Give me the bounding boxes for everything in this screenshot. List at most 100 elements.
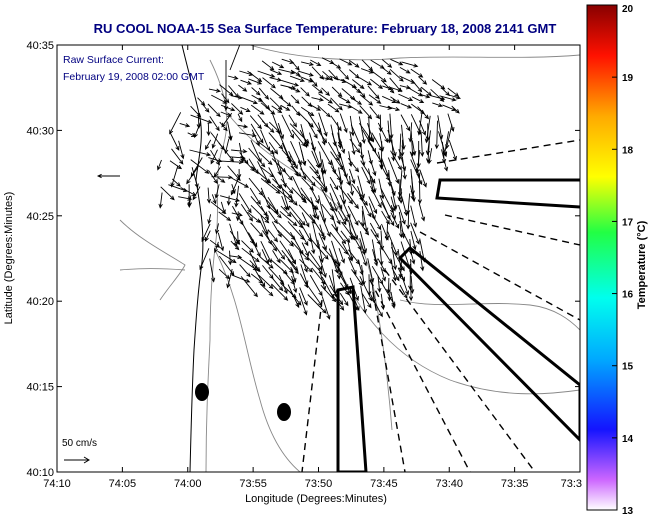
current-vector: [219, 195, 241, 202]
current-vector: [418, 76, 428, 85]
current-vector: [231, 177, 250, 188]
current-vector: [400, 273, 410, 296]
current-vector: [193, 121, 202, 139]
current-vector: [307, 122, 318, 139]
current-vector: [340, 230, 351, 244]
current-vector: [398, 204, 406, 225]
current-vector: [434, 120, 439, 150]
current-vector: [220, 104, 236, 112]
current-vector: [241, 96, 258, 105]
current-vector: [206, 122, 211, 137]
current-vector: [330, 159, 337, 175]
current-vector: [221, 112, 233, 128]
current-vector: [359, 247, 368, 267]
current-vector: [192, 186, 201, 201]
current-vector: [337, 202, 348, 223]
current-vector: [415, 149, 421, 174]
current-vector: [431, 79, 446, 90]
current-vector: [368, 196, 378, 215]
current-vector: [408, 266, 413, 291]
current-vector: [390, 291, 396, 309]
current-vector: [361, 210, 366, 228]
current-vector: [417, 106, 430, 120]
current-vector: [359, 238, 366, 256]
current-vector: [250, 104, 265, 115]
current-vector: [357, 88, 366, 98]
current-vector: [201, 223, 211, 243]
current-vector: [371, 284, 377, 304]
current-vector: [299, 129, 309, 147]
current-vector: [281, 98, 292, 107]
current-vector: [309, 237, 329, 260]
current-vector: [214, 184, 220, 199]
current-vector: [189, 149, 212, 157]
current-vector: [339, 58, 353, 66]
current-vector: [319, 210, 331, 238]
current-vector: [321, 296, 331, 320]
current-vector: [317, 239, 324, 264]
current-vector: [319, 224, 326, 241]
current-vector: [448, 139, 457, 161]
current-vector: [169, 132, 180, 151]
current-vector: [418, 203, 426, 222]
current-vector: [381, 59, 393, 68]
current-vector: [361, 166, 371, 185]
current-vector: [280, 166, 293, 181]
current-vector: [369, 106, 381, 120]
current-vector: [268, 132, 284, 150]
current-vector: [317, 104, 331, 118]
marker-dot: [195, 383, 209, 401]
current-vector: [311, 84, 324, 94]
current-vector: [330, 97, 343, 111]
x-axis: 74:10 74:05 74:00 73:55 73:50 73:45 73:40 73:35…: [43, 45, 582, 490]
current-vector: [451, 105, 460, 114]
current-vector: [248, 177, 264, 196]
current-vector: [214, 223, 220, 235]
lane-boundary-dashed: [419, 231, 580, 321]
map-area: [57, 45, 580, 472]
y-tick-label: 40:15: [26, 382, 54, 394]
raw-current-time: February 19, 2008 02:00 GMT: [63, 71, 205, 83]
current-vector: [299, 168, 316, 187]
current-vector: [258, 152, 273, 166]
current-vector: [349, 69, 360, 79]
current-vector: [227, 75, 239, 80]
current-vector: [298, 75, 314, 83]
current-vector: [290, 69, 301, 76]
current-vector: [269, 77, 283, 82]
colorbar-tick-label: 20: [622, 4, 634, 15]
current-vector: [270, 69, 283, 76]
current-vector: [389, 86, 403, 93]
current-vector: [259, 256, 274, 269]
current-vector: [390, 58, 404, 66]
current-vector: [224, 138, 230, 155]
current-vector: [361, 59, 374, 72]
current-vector: [339, 113, 348, 134]
current-vector: [228, 85, 240, 99]
x-axis-label: Longitude (Degrees:Minutes): [245, 493, 387, 505]
current-vector: [370, 59, 385, 69]
current-vector: [211, 175, 233, 180]
current-vector: [231, 103, 244, 115]
current-vector: [301, 212, 310, 228]
current-vector: [269, 97, 283, 111]
current-vector: [441, 149, 449, 172]
current-vector: [381, 210, 390, 225]
current-vector: [359, 94, 374, 106]
current-vector: [234, 185, 240, 208]
lane-upper: [435, 178, 580, 209]
current-vector: [432, 102, 443, 108]
x-tick-label: 73:35: [501, 478, 529, 490]
current-vector: [288, 86, 301, 93]
current-vector: [217, 250, 237, 264]
current-vector: [318, 255, 327, 279]
current-vector: [268, 121, 281, 134]
colorbar-tick-label: 19: [622, 73, 634, 84]
current-vector: [228, 130, 233, 141]
lane-boundary-dashed: [444, 214, 580, 246]
current-vector: [367, 122, 375, 143]
current-vector: [277, 229, 294, 247]
current-vector: [429, 94, 446, 101]
current-vector: [420, 131, 425, 157]
current-vector: [220, 201, 226, 215]
